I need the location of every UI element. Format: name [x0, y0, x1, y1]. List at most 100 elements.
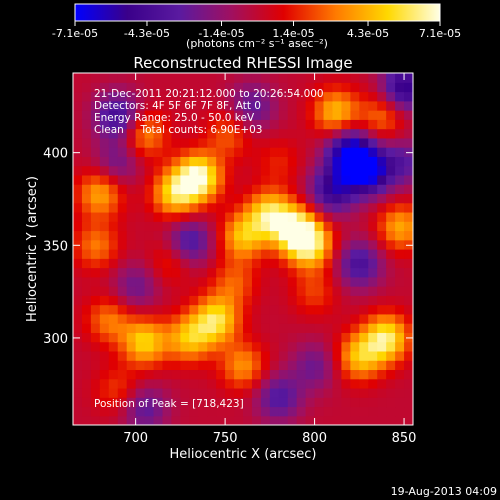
heatmap-cell	[377, 369, 387, 380]
heatmap-cell	[323, 110, 334, 120]
heatmap-cell	[90, 258, 101, 269]
heatmap-cell	[207, 295, 217, 306]
heatmap-cell	[225, 267, 235, 278]
heatmap-cell	[189, 378, 199, 389]
heatmap-cell	[216, 91, 226, 102]
heatmap-cell	[350, 184, 360, 195]
heatmap-cell	[162, 147, 173, 157]
heatmap-cell	[314, 369, 325, 380]
heatmap-cell	[189, 239, 199, 250]
heatmap-cell	[216, 341, 226, 352]
heatmap-cell	[180, 211, 190, 222]
heatmap-cell	[332, 230, 343, 241]
heatmap-cell	[269, 286, 280, 296]
heatmap-cell	[332, 128, 343, 139]
heatmap-cell	[314, 295, 325, 306]
heatmap-cell	[81, 332, 92, 343]
heatmap-cell	[359, 137, 369, 148]
heatmap-cell	[341, 415, 351, 425]
heatmap-cell	[260, 258, 271, 269]
heatmap-cell	[314, 415, 325, 425]
heatmap-cell	[189, 406, 199, 417]
heatmap-cell	[368, 276, 378, 287]
heatmap-cell	[135, 73, 146, 83]
heatmap-cell	[99, 249, 110, 259]
heatmap-cell	[368, 239, 378, 250]
heatmap-cell	[99, 193, 110, 204]
heatmap-cell	[144, 211, 155, 222]
heatmap-cell	[108, 174, 119, 185]
heatmap-cell	[180, 369, 190, 380]
heatmap-cell	[73, 387, 83, 398]
heatmap-cell	[162, 295, 173, 306]
heatmap-cell	[305, 323, 316, 333]
heatmap-cell	[144, 276, 155, 287]
heatmap-cell	[395, 165, 405, 176]
heatmap-cell	[180, 119, 190, 130]
heatmap-cell	[368, 128, 378, 139]
heatmap-cell	[189, 137, 199, 148]
heatmap-cell	[377, 378, 387, 389]
heatmap-cell	[171, 156, 181, 167]
heatmap-cell	[81, 258, 92, 269]
heatmap-cell	[251, 350, 262, 361]
heatmap-cell	[287, 267, 298, 278]
heatmap-cell	[108, 378, 119, 389]
heatmap-cell	[395, 239, 405, 250]
heatmap-cell	[368, 304, 378, 315]
heatmap-cell	[377, 341, 387, 352]
heatmap-cell	[251, 258, 262, 269]
heatmap-cell	[243, 184, 253, 195]
heatmap-cell	[162, 397, 173, 408]
heatmap-cell	[198, 73, 208, 83]
heatmap-cell	[386, 323, 396, 333]
heatmap-cell	[359, 184, 369, 195]
heatmap-cell	[243, 73, 253, 83]
heatmap-cell	[314, 100, 325, 111]
heatmap-cell	[305, 82, 316, 93]
heatmap-cell	[243, 100, 253, 111]
heatmap-cell	[404, 369, 413, 380]
heatmap-cell	[198, 276, 208, 287]
heatmap-cell	[99, 174, 110, 185]
heatmap-cell	[368, 369, 378, 380]
heatmap-cell	[81, 378, 92, 389]
heatmap-cell	[81, 184, 92, 195]
heatmap-cell	[117, 332, 128, 343]
heatmap-cell	[243, 174, 253, 185]
heatmap-cell	[180, 91, 190, 102]
heatmap-cell	[135, 230, 146, 241]
heatmap-cell	[323, 73, 334, 83]
heatmap-cell	[207, 258, 217, 269]
heatmap-cell	[287, 128, 298, 139]
heatmap-cell	[251, 286, 262, 296]
heatmap-cell	[395, 258, 405, 269]
heatmap-cell	[395, 174, 405, 185]
y-tick-label: 400	[43, 147, 68, 162]
heatmap-cell	[395, 193, 405, 204]
heatmap-cell	[234, 286, 244, 296]
heatmap-cell	[341, 267, 351, 278]
heatmap-cell	[108, 184, 119, 195]
heatmap-cell	[386, 137, 396, 148]
heatmap-cell	[73, 239, 83, 250]
heatmap-cell	[260, 128, 271, 139]
heatmap-cell	[216, 119, 226, 130]
heatmap-cell	[117, 397, 128, 408]
heatmap-cell	[386, 156, 396, 167]
heatmap-cell	[81, 276, 92, 287]
heatmap-cell	[350, 369, 360, 380]
heatmap-cell	[269, 415, 280, 425]
heatmap-cell	[171, 193, 181, 204]
heatmap-cell	[162, 239, 173, 250]
heatmap-cell	[234, 73, 244, 83]
heatmap-cell	[81, 415, 92, 425]
heatmap-cell	[332, 119, 343, 130]
heatmap-cell	[189, 202, 199, 213]
heatmap-cell	[305, 387, 316, 398]
heatmap-cell	[251, 249, 262, 259]
heatmap-cell	[126, 249, 137, 259]
heatmap-cell	[126, 174, 137, 185]
heatmap-cell	[198, 165, 208, 176]
heatmap-cell	[386, 221, 396, 232]
